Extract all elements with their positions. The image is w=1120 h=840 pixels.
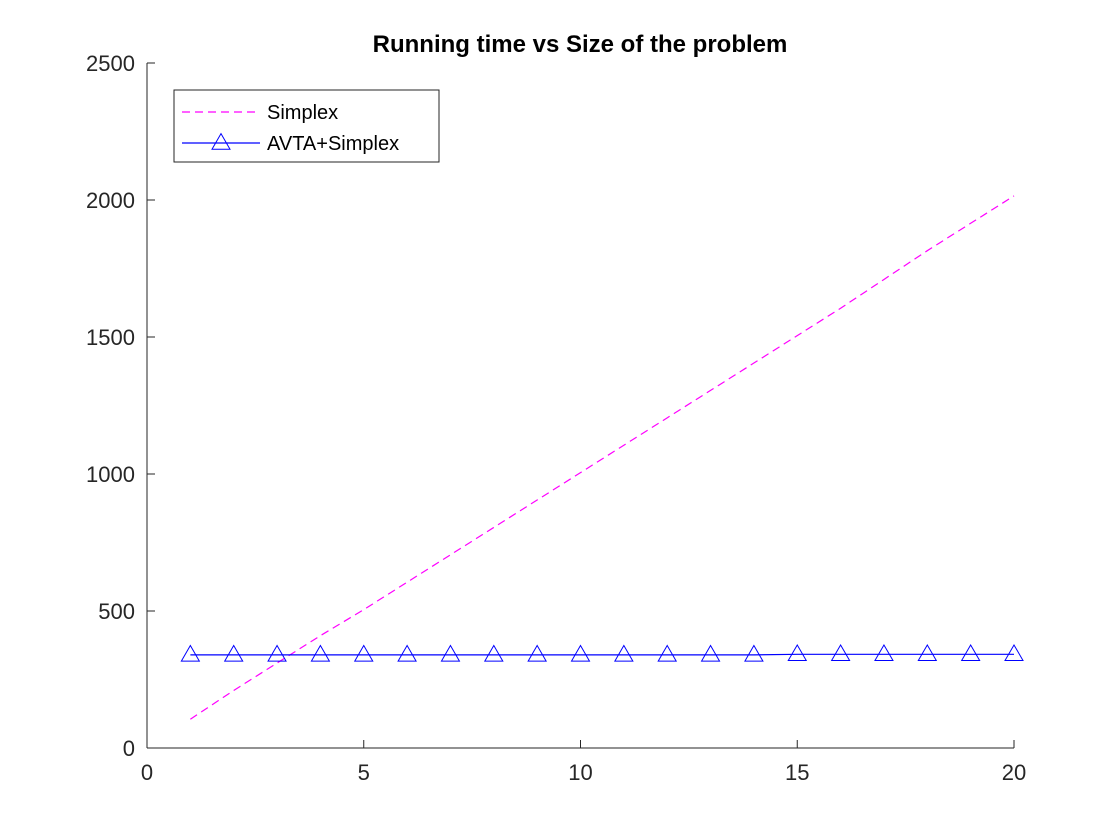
y-tick-label: 500 [98, 599, 135, 624]
data-point-avta-simplex [960, 643, 981, 662]
series-line-simplex [190, 195, 1015, 720]
data-point-avta-simplex [397, 644, 417, 662]
data-point-avta-simplex [223, 644, 244, 662]
data-point-avta-simplex [744, 644, 764, 662]
x-tick-label: 15 [785, 760, 809, 785]
data-point-avta-simplex [310, 644, 331, 662]
y-tick-label: 2500 [86, 51, 135, 76]
legend-marker-icon [211, 132, 231, 150]
axes: 0 5 10 15 20 0 500 1000 1500 2000 2500 [86, 51, 1026, 785]
data-point-avta-simplex [787, 643, 808, 662]
legend-label: AVTA+Simplex [267, 133, 399, 155]
chart-title: Running time vs Size of the problem [373, 31, 788, 58]
legend-label: Simplex [267, 102, 338, 124]
data-point-avta-simplex [483, 644, 504, 662]
data-point-avta-simplex [353, 644, 374, 662]
data-point-avta-simplex [613, 644, 634, 662]
data-point-avta-simplex [657, 644, 678, 662]
series-layer [180, 195, 1024, 720]
y-tick-label: 1000 [86, 462, 135, 487]
y-tick-label: 1500 [86, 325, 135, 350]
data-point-avta-simplex [440, 644, 461, 662]
x-tick-label: 0 [141, 760, 153, 785]
data-point-avta-simplex [180, 644, 201, 662]
legend-box [173, 89, 440, 163]
y-tick-label: 0 [123, 736, 135, 761]
data-point-avta-simplex [1004, 643, 1024, 662]
data-point-avta-simplex [700, 644, 721, 662]
data-point-avta-simplex [527, 644, 548, 662]
series-line-avta-simplex [190, 653, 1014, 656]
x-tick-label: 5 [358, 760, 370, 785]
data-point-avta-simplex [267, 644, 287, 662]
x-tick-label: 10 [568, 760, 592, 785]
data-point-avta-simplex [917, 643, 938, 662]
y-tick-label: 2000 [86, 188, 135, 213]
legend: Simplex AVTA+Simplex [173, 89, 440, 163]
data-point-avta-simplex [570, 644, 591, 662]
x-tick-label: 20 [1002, 760, 1026, 785]
data-point-avta-simplex [874, 643, 894, 662]
data-point-avta-simplex [830, 643, 851, 662]
